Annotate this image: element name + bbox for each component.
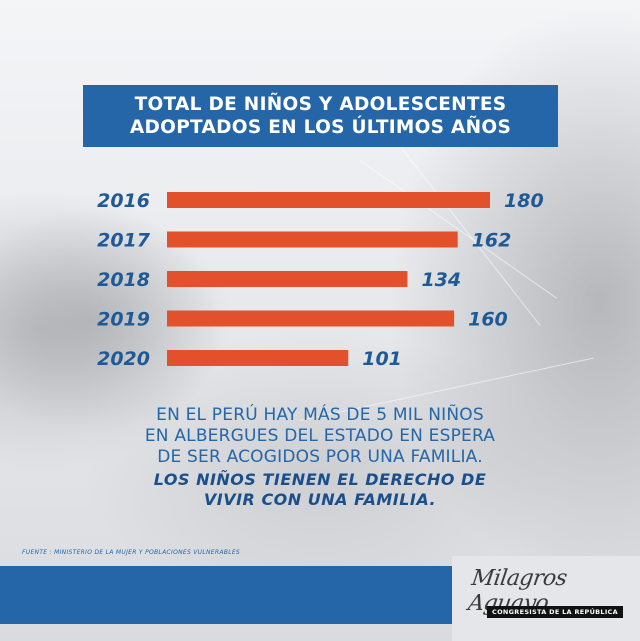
value-label-2016: 180 xyxy=(504,190,544,212)
value-label-2020: 101 xyxy=(362,348,402,370)
bar-2020 xyxy=(167,350,349,366)
value-label-2017: 162 xyxy=(472,230,512,252)
category-label-2017: 2017 xyxy=(97,230,151,252)
bar-2018 xyxy=(167,271,408,287)
emphasis-message-line-2: VIVIR CON UNA FAMILIA. xyxy=(203,490,437,509)
bar-2017 xyxy=(167,231,458,248)
category-label-2018: 2018 xyxy=(97,269,150,291)
emphasis-message: LOS NIÑOS TIENEN EL DERECHO DE VIVIR CON… xyxy=(60,470,580,510)
chart-title-line-2: ADOPTADOS EN LOS ÚLTIMOS AÑOS xyxy=(129,117,512,138)
info-message-line-2: EN ALBERGUES DEL ESTADO EN ESPERA xyxy=(144,426,496,446)
value-label-2019: 160 xyxy=(468,309,508,331)
signature-area xyxy=(452,556,640,641)
role-badge: CONGRESISTA DE LA REPÚBLICA xyxy=(487,606,623,618)
category-label-2020: 2020 xyxy=(97,348,150,370)
category-label-2016: 2016 xyxy=(97,190,150,212)
info-message-line-1: EN EL PERÚ HAY MÁS DE 5 MIL NIÑOS xyxy=(156,405,484,425)
source-note: FUENTE : MINISTERIO DE LA MUJER Y POBLAC… xyxy=(22,549,241,556)
chart-title-banner: TOTAL DE NIÑOS Y ADOLESCENTES ADOPTADOS … xyxy=(83,85,558,147)
info-message-line-3: DE SER ACOGIDOS POR UNA FAMILIA. xyxy=(157,447,483,467)
category-label-2019: 2019 xyxy=(97,309,150,331)
bar-chart: 2016 180 2017 162 2018 134 2019 160 2020 101 xyxy=(97,190,544,370)
info-message: EN EL PERÚ HAY MÁS DE 5 MIL NIÑOS EN ALB… xyxy=(60,405,580,468)
emphasis-message-line-1: LOS NIÑOS TIENEN EL DERECHO DE xyxy=(153,470,487,489)
bar-2019 xyxy=(167,310,455,327)
bar-2016 xyxy=(167,192,490,208)
value-label-2018: 134 xyxy=(421,269,461,291)
chart-title-line-1: TOTAL DE NIÑOS Y ADOLESCENTES xyxy=(134,94,507,115)
